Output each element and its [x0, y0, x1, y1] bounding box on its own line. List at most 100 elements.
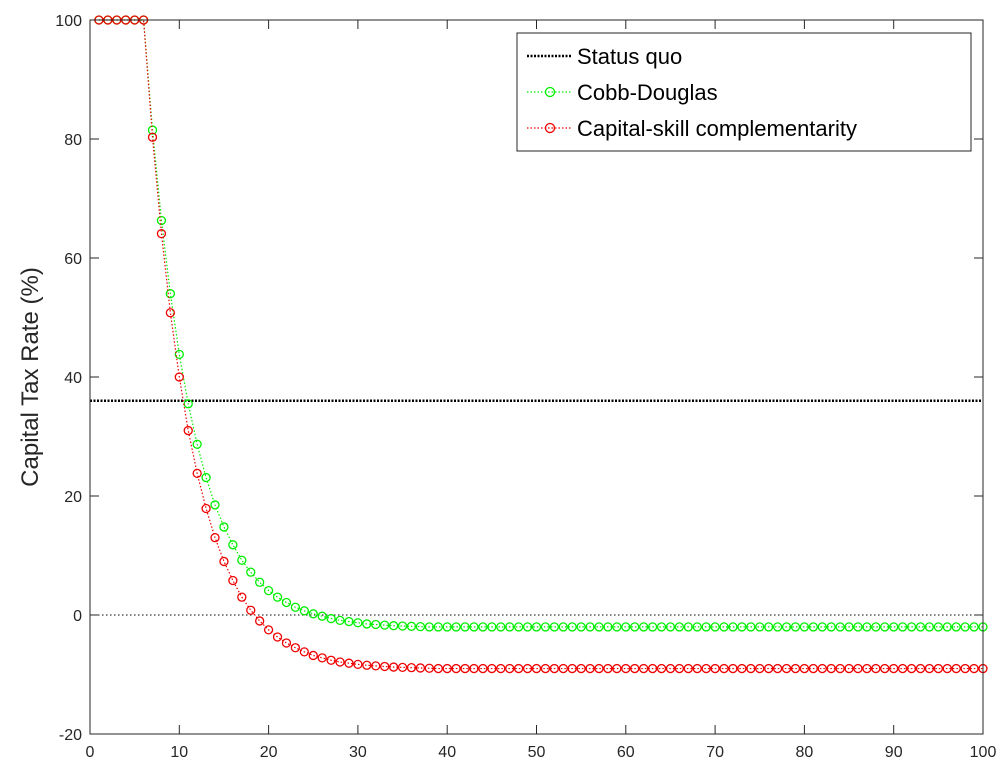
legend-item: Cobb-Douglas — [527, 80, 718, 105]
data-point — [210, 500, 220, 510]
data-point — [969, 622, 979, 632]
legend: Status quo Cobb-Douglas Capital-skill comp… — [516, 32, 972, 152]
data-point — [853, 622, 863, 632]
x-tick-label: 0 — [86, 744, 95, 761]
data-point — [406, 621, 417, 631]
y-tick-label: 40 — [64, 370, 82, 387]
data-point — [781, 663, 792, 674]
x-tick-label: 100 — [970, 744, 997, 761]
data-point — [674, 622, 685, 632]
data-point — [621, 663, 631, 674]
y-tick-label: -20 — [59, 727, 82, 744]
data-point — [585, 622, 595, 632]
data-point — [371, 619, 381, 630]
y-axis-title: Capital Tax Rate (%) — [17, 267, 44, 487]
legend-marker — [544, 122, 556, 134]
data-point — [647, 622, 658, 632]
data-point — [871, 663, 881, 674]
data-point — [799, 663, 810, 674]
data-point — [415, 621, 426, 632]
data-point — [540, 663, 551, 674]
data-point — [442, 663, 452, 674]
data-point — [915, 622, 926, 632]
data-point — [656, 663, 667, 674]
data-point — [692, 663, 702, 674]
data-point — [639, 622, 649, 632]
data-point — [603, 622, 613, 632]
data-point — [299, 647, 309, 657]
data-point — [397, 621, 408, 631]
data-point — [880, 663, 890, 674]
data-point — [880, 622, 890, 632]
data-point — [165, 308, 176, 318]
data-point — [513, 663, 524, 674]
data-point — [156, 228, 167, 239]
data-point — [933, 663, 943, 674]
data-point — [612, 663, 622, 674]
data-point — [513, 622, 524, 632]
data-point — [228, 575, 238, 586]
data-point — [505, 663, 515, 674]
legend-item: Capital-skill complementarity — [527, 116, 857, 141]
data-point — [960, 622, 970, 632]
data-point — [237, 555, 247, 565]
y-tick-label: 60 — [64, 251, 82, 268]
y-tick-label: 0 — [73, 608, 82, 625]
data-point — [737, 663, 747, 674]
data-point — [728, 622, 738, 632]
data-point — [764, 663, 774, 674]
data-point — [299, 606, 309, 616]
data-point — [540, 622, 551, 632]
data-point — [192, 439, 202, 449]
data-point — [889, 622, 899, 632]
data-point — [246, 605, 256, 615]
data-point — [567, 622, 577, 632]
data-point — [906, 622, 917, 632]
legend-label: Cobb-Douglas — [577, 80, 718, 105]
data-point — [451, 663, 461, 674]
data-point — [710, 622, 720, 632]
data-point — [433, 663, 443, 674]
legend-marker — [544, 86, 556, 98]
data-point — [549, 663, 560, 674]
data-point — [942, 663, 952, 674]
data-point — [531, 663, 542, 674]
data-point — [424, 622, 434, 632]
data-point — [844, 622, 854, 632]
data-point — [317, 653, 327, 663]
legend-box — [516, 32, 972, 152]
data-point — [433, 622, 443, 632]
data-point — [281, 638, 292, 648]
data-point — [192, 468, 202, 479]
data-point — [496, 663, 506, 674]
data-point — [478, 663, 488, 674]
data-point — [219, 522, 229, 532]
series-capital-skill-complementarity — [94, 15, 988, 674]
data-point — [639, 663, 649, 674]
data-point — [683, 663, 693, 674]
legend-label: Status quo — [577, 44, 682, 69]
data-point — [701, 622, 711, 632]
data-point — [308, 650, 318, 661]
legend-label: Capital-skill complementarity — [577, 116, 857, 141]
data-point — [505, 622, 515, 632]
data-point — [362, 619, 372, 629]
data-point — [897, 663, 908, 674]
data-point — [344, 616, 354, 627]
data-point — [469, 663, 479, 674]
data-point — [817, 622, 827, 632]
data-point — [558, 663, 568, 674]
data-point — [906, 663, 917, 674]
data-point — [612, 622, 622, 632]
data-point — [451, 622, 461, 632]
data-point — [371, 661, 381, 671]
x-tick-label: 20 — [260, 744, 278, 761]
data-point — [826, 663, 836, 674]
data-point — [487, 663, 497, 674]
data-point — [862, 622, 872, 632]
data-point — [388, 662, 399, 672]
data-point — [308, 609, 318, 619]
data-point — [353, 659, 363, 670]
data-point — [701, 663, 711, 674]
data-point — [576, 622, 586, 632]
